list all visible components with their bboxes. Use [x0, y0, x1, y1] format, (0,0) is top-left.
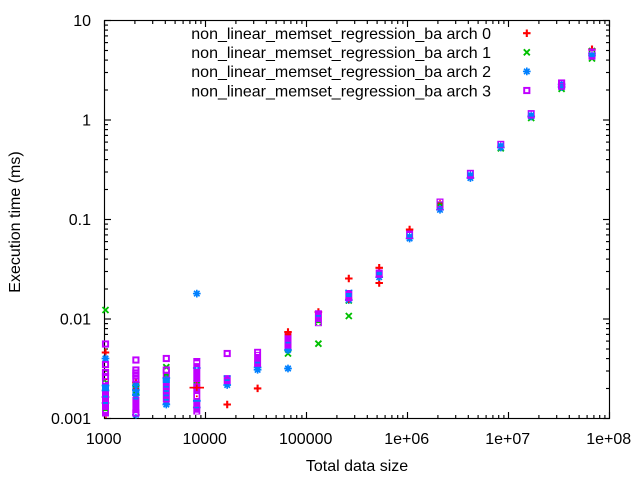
- svg-text:1e+08: 1e+08: [586, 431, 631, 448]
- svg-text:1000: 1000: [86, 431, 122, 448]
- svg-text:non_linear_memset_regression_b: non_linear_memset_regression_ba arch 1: [191, 45, 491, 62]
- svg-text:0.001: 0.001: [51, 411, 91, 428]
- svg-text:10000: 10000: [182, 431, 227, 448]
- svg-text:1e+06: 1e+06: [384, 431, 429, 448]
- svg-text:non_linear_memset_regression_b: non_linear_memset_regression_ba arch 3: [191, 83, 491, 100]
- svg-text:10: 10: [73, 13, 91, 30]
- svg-text:0.1: 0.1: [69, 212, 91, 229]
- svg-text:Execution time (ms): Execution time (ms): [7, 151, 24, 292]
- svg-text:1: 1: [82, 113, 91, 130]
- svg-text:100000: 100000: [279, 431, 332, 448]
- svg-text:non_linear_memset_regression_b: non_linear_memset_regression_ba arch 0: [191, 26, 491, 43]
- svg-text:0.01: 0.01: [60, 312, 91, 329]
- svg-text:Total data size: Total data size: [306, 458, 408, 475]
- svg-text:non_linear_memset_regression_b: non_linear_memset_regression_ba arch 2: [191, 64, 491, 81]
- svg-text:1e+07: 1e+07: [485, 431, 530, 448]
